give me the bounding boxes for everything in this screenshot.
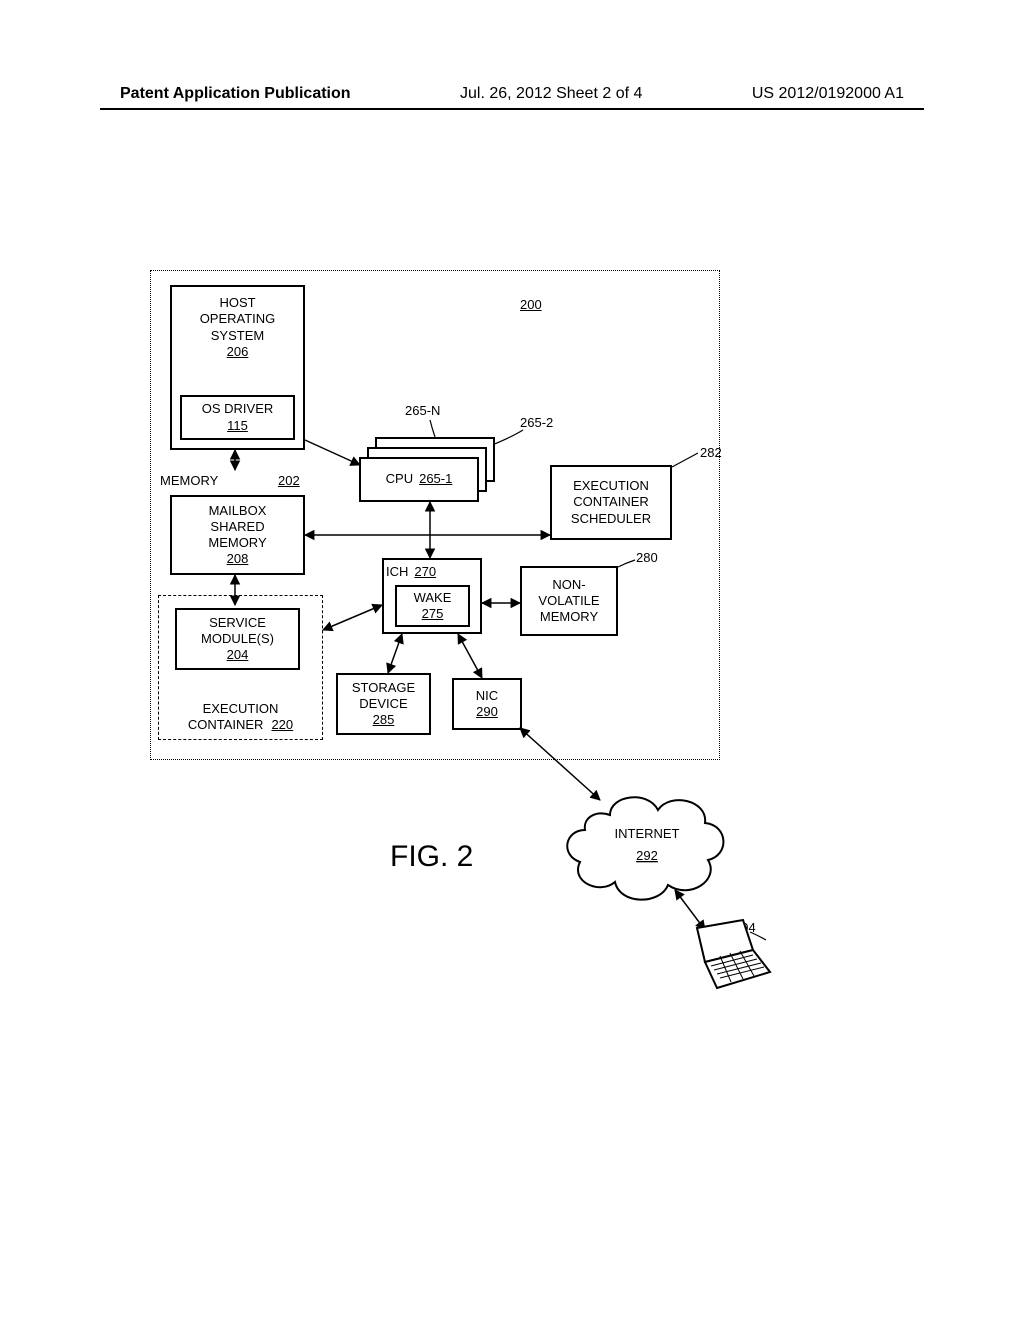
wake-l1: WAKE [414,590,452,606]
header-center: Jul. 26, 2012 Sheet 2 of 4 [460,85,642,103]
cpu-2-label: 265-2 [520,415,553,430]
service-ref: 204 [227,647,249,663]
internet-ref-svg: 292 [636,848,658,863]
header-right: US 2012/0192000 A1 [752,85,904,103]
exec-container-l2: CONTAINER [188,717,264,733]
service-box: SERVICE MODULE(S) 204 [175,608,300,670]
os-driver-ref: 115 [227,418,248,434]
os-driver-box: OS DRIVER 115 [180,395,295,440]
cpu-n-label: 265-N [405,403,440,418]
figure-canvas: 200 HOST OPERATING SYSTEM 206 OS DRIVER … [150,270,870,1040]
header-rule [100,108,924,110]
cpu-1-box: CPU 265-1 [359,457,479,502]
wake-box: WAKE 275 [395,585,470,627]
exec-container-ref: 220 [271,717,293,733]
service-l1: SERVICE [209,615,266,631]
scheduler-l2: CONTAINER [573,494,649,510]
memory-label: MEMORY [160,473,218,488]
host-os-line2: OPERATING [200,311,276,327]
storage-ref: 285 [373,712,395,728]
scheduler-ref: 282 [700,445,722,460]
nvmem-ref: 280 [636,550,658,565]
nic-l1: NIC [476,688,498,704]
page-header: Patent Application Publication Jul. 26, … [0,85,1024,103]
system-ref: 200 [520,297,542,312]
mailbox-box: MAILBOX SHARED MEMORY 208 [170,495,305,575]
host-os-line1: HOST [219,295,255,311]
host-os-line3: SYSTEM [211,328,264,344]
mailbox-l2: SHARED [210,519,264,535]
nvmem-l3: MEMORY [540,609,598,625]
os-driver-line: OS DRIVER [202,401,274,417]
svg-text:INTERNET: INTERNET [615,826,680,841]
nvmem-l1: NON- [552,577,585,593]
mailbox-l1: MAILBOX [209,503,267,519]
storage-l2: DEVICE [359,696,407,712]
wake-ref: 275 [422,606,444,622]
cpu-ref: 265-1 [419,471,452,487]
exec-container-l1: EXECUTION [203,701,279,717]
nvmem-box: NON- VOLATILE MEMORY [520,566,618,636]
host-os-ref: 206 [227,344,249,360]
header-left: Patent Application Publication [120,85,351,103]
mailbox-ref: 208 [227,551,249,567]
laptop-ref: 294 [734,920,756,935]
ich-ref: 270 [414,564,436,580]
mailbox-l3: MEMORY [208,535,266,551]
scheduler-box: EXECUTION CONTAINER SCHEDULER [550,465,672,540]
nic-box: NIC 290 [452,678,522,730]
scheduler-l1: EXECUTION [573,478,649,494]
figure-title: FIG. 2 [390,840,473,874]
nvmem-l2: VOLATILE [538,593,599,609]
storage-l1: STORAGE [352,680,415,696]
service-l2: MODULE(S) [201,631,274,647]
cpu-l1: CPU [386,471,413,487]
storage-box: STORAGE DEVICE 285 [336,673,431,735]
scheduler-l3: SCHEDULER [571,511,651,527]
memory-ref: 202 [278,473,300,488]
nic-ref: 290 [476,704,498,720]
ich-l1: ICH [386,564,408,580]
